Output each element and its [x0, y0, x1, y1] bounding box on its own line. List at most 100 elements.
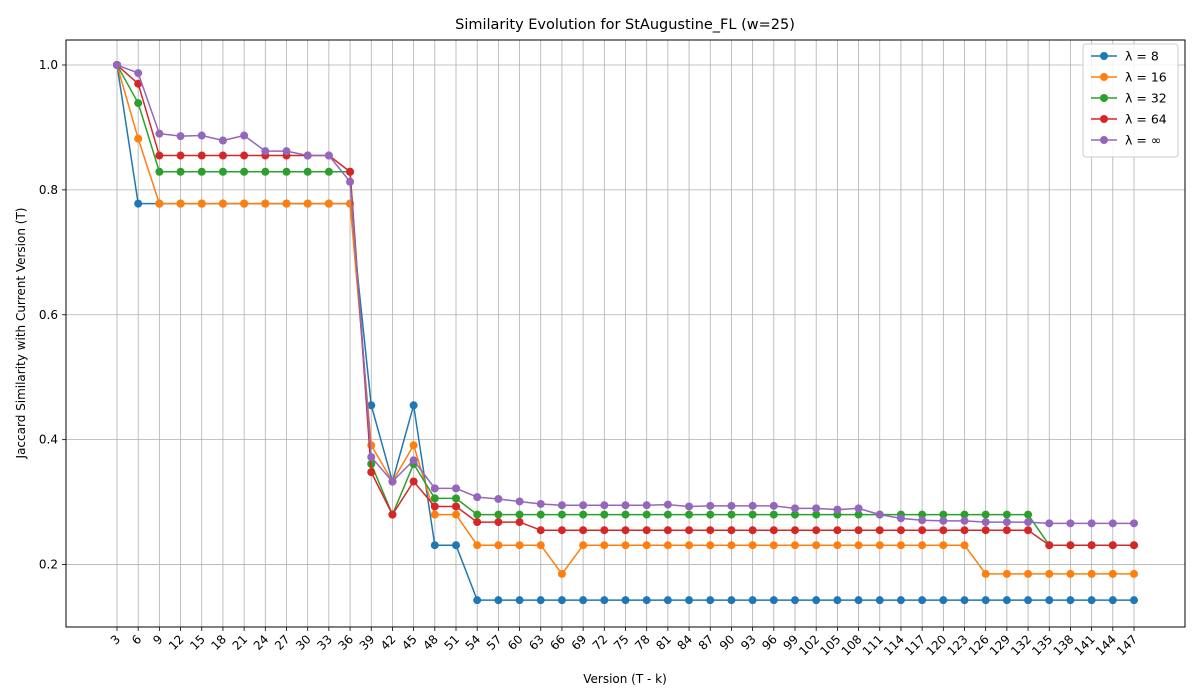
data-point — [621, 596, 630, 605]
y-axis-label: Jaccard Similarity with Current Version … — [14, 208, 28, 460]
legend-entry-label: λ = 32 — [1125, 91, 1167, 106]
data-point — [1024, 518, 1033, 527]
y-tick-label: 1.0 — [39, 58, 58, 72]
data-point — [621, 510, 630, 519]
data-point — [939, 516, 948, 525]
data-point — [642, 510, 651, 519]
data-point — [579, 510, 588, 519]
x-axis-label: Version (T - k) — [583, 672, 667, 686]
data-point — [218, 136, 227, 145]
data-point — [494, 541, 503, 550]
data-point — [1108, 596, 1117, 605]
data-point — [812, 526, 821, 535]
data-point — [409, 477, 418, 486]
data-point — [1045, 541, 1054, 550]
data-point — [960, 516, 969, 525]
data-point — [261, 167, 270, 176]
data-point — [748, 596, 757, 605]
data-point — [218, 199, 227, 208]
data-point — [261, 199, 270, 208]
data-point — [918, 516, 927, 525]
data-point — [663, 500, 672, 509]
data-point — [1087, 519, 1096, 528]
data-point — [473, 510, 482, 519]
data-point — [727, 526, 736, 535]
data-point — [769, 510, 778, 519]
data-point — [663, 526, 672, 535]
data-point — [1002, 510, 1011, 519]
data-point — [939, 510, 948, 519]
data-point — [324, 167, 333, 176]
data-point — [727, 596, 736, 605]
data-point — [833, 526, 842, 535]
data-point — [409, 441, 418, 450]
data-point — [1045, 519, 1054, 528]
data-point — [515, 541, 524, 550]
data-point — [197, 131, 206, 140]
data-point — [875, 526, 884, 535]
series-layer — [113, 60, 1138, 605]
data-point — [1024, 526, 1033, 535]
data-point — [939, 526, 948, 535]
data-point — [939, 596, 948, 605]
y-tick-label: 0.2 — [39, 558, 58, 572]
data-point — [240, 151, 249, 160]
data-point — [430, 484, 439, 493]
data-point — [812, 504, 821, 513]
data-point — [685, 526, 694, 535]
data-point — [176, 167, 185, 176]
data-point — [494, 518, 503, 527]
data-point — [833, 596, 842, 605]
data-point — [812, 510, 821, 519]
data-point — [367, 468, 376, 477]
data-point — [706, 596, 715, 605]
data-point — [769, 526, 778, 535]
data-point — [240, 199, 249, 208]
data-point — [875, 596, 884, 605]
data-point — [1024, 596, 1033, 605]
data-point — [515, 596, 524, 605]
data-point — [452, 484, 460, 493]
data-point — [515, 497, 524, 506]
data-point — [981, 526, 990, 535]
data-point — [536, 499, 545, 508]
data-point — [176, 199, 185, 208]
data-point — [176, 151, 185, 160]
data-point — [833, 541, 842, 550]
data-point — [621, 501, 630, 510]
legend-entry-label: λ = 64 — [1125, 112, 1167, 127]
data-point — [1066, 541, 1075, 550]
data-point — [134, 134, 143, 143]
data-point — [896, 526, 905, 535]
data-point — [1130, 596, 1138, 605]
data-point — [1130, 541, 1138, 550]
data-point — [155, 199, 164, 208]
legend-swatch-marker — [1100, 73, 1108, 81]
data-point — [1002, 596, 1011, 605]
data-point — [1045, 569, 1054, 578]
data-point — [346, 177, 355, 186]
data-point — [918, 541, 927, 550]
data-point — [1066, 569, 1075, 578]
data-point — [240, 167, 249, 176]
data-point — [1066, 596, 1075, 605]
data-point — [1108, 541, 1117, 550]
data-point — [579, 596, 588, 605]
data-point — [388, 510, 397, 519]
data-point — [642, 596, 651, 605]
data-point — [303, 199, 312, 208]
data-point — [896, 514, 905, 523]
y-tick-label: 0.6 — [39, 308, 58, 322]
data-point — [663, 596, 672, 605]
data-point — [791, 504, 799, 513]
data-point — [748, 510, 757, 519]
data-point — [854, 541, 863, 550]
data-point — [473, 493, 482, 502]
data-point — [918, 596, 927, 605]
data-point — [155, 167, 164, 176]
data-point — [367, 401, 376, 410]
data-point — [134, 69, 143, 78]
legend: λ = 8 λ = 16 λ = 32 λ = 64 λ = ∞ — [1082, 43, 1179, 158]
data-point — [430, 494, 439, 503]
data-point — [875, 510, 884, 519]
